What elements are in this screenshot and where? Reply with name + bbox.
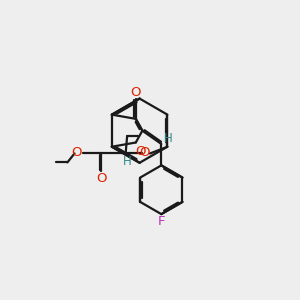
Text: O: O (72, 146, 82, 159)
Text: O: O (130, 85, 141, 99)
Text: O: O (135, 145, 146, 158)
Text: O: O (96, 172, 106, 185)
Text: H: H (164, 132, 172, 145)
Text: F: F (158, 215, 165, 228)
Text: H: H (122, 155, 131, 168)
Text: O: O (139, 146, 149, 159)
